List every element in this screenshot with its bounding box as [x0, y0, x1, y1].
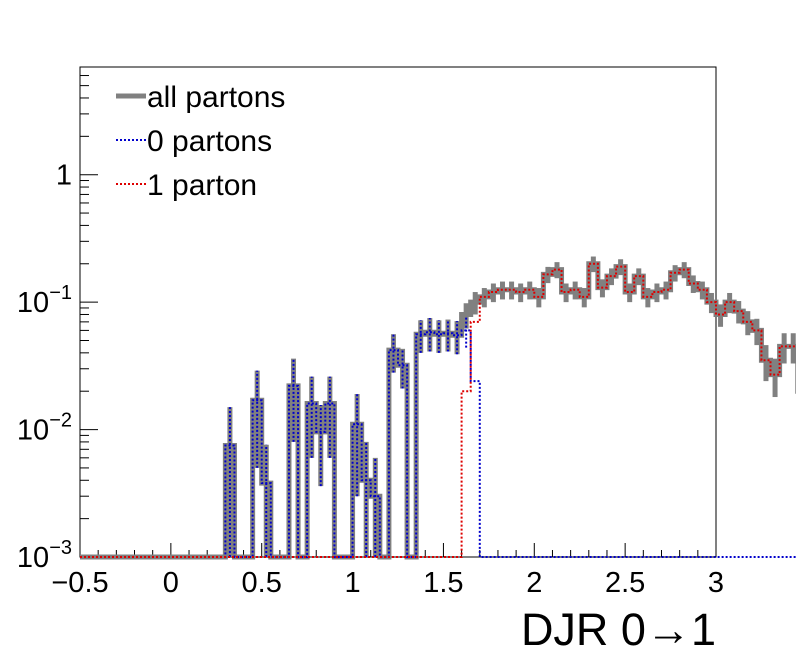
y-tick-label: 10−2 — [17, 410, 72, 447]
y-tick-label: 10−3 — [17, 537, 72, 574]
x-tick-label: 1.5 — [423, 567, 463, 599]
x-axis-title: DJR 0→1 — [521, 604, 716, 655]
x-tick-label: 3 — [708, 567, 724, 599]
x-tick-label: 0 — [163, 567, 179, 599]
legend-label: all partons — [147, 81, 285, 114]
x-tick-label: 2 — [526, 567, 542, 599]
series-0-partons — [80, 317, 796, 558]
x-tick-label: 0.5 — [242, 567, 282, 599]
y-tick-labels: 10−3 10−2 10−1 1 — [17, 160, 72, 574]
legend: all partons 0 partons 1 parton — [116, 81, 285, 202]
x-tick-label: 2.5 — [605, 567, 645, 599]
series-all-partons — [80, 256, 796, 560]
x-tick-label: −0.5 — [51, 567, 108, 599]
series-1-parton — [80, 262, 796, 558]
legend-label: 0 partons — [147, 125, 272, 158]
y-tick-label: 10−1 — [17, 282, 72, 319]
series-layer — [80, 256, 796, 560]
series-line — [80, 262, 796, 558]
series-line — [80, 329, 796, 558]
x-tick-label: 1 — [345, 567, 361, 599]
x-tick-labels: −0.5 0 0.5 1 1.5 2 2.5 3 — [51, 567, 724, 599]
y-tick-label: 1 — [56, 160, 72, 192]
legend-label: 1 parton — [147, 169, 257, 202]
series-line — [80, 261, 796, 560]
